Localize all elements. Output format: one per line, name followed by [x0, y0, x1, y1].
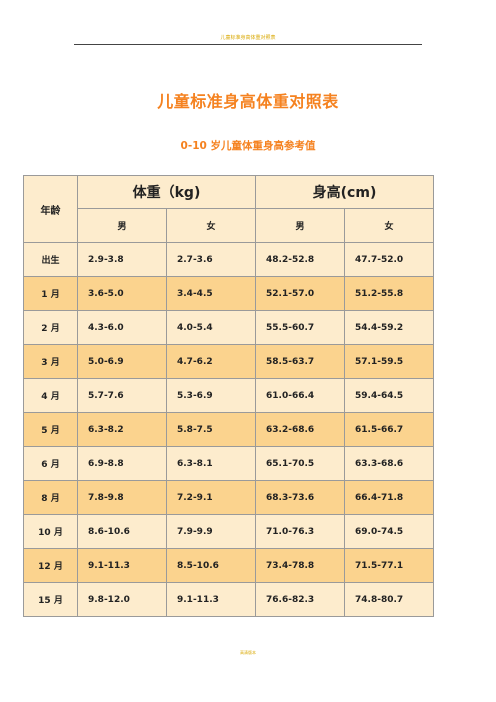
height-female-header: 女: [344, 208, 434, 243]
height-female-cell: 74.8-80.7: [344, 582, 434, 617]
growth-reference-table: 年龄 体重（kg) 身高(cm) 男 女 男 女 出生 2.9-3.8 2.7-3.…: [23, 175, 434, 617]
height-male-cell: 61.0-66.4: [255, 378, 345, 413]
weight-female-cell: 5.3-6.9: [166, 378, 256, 413]
weight-male-cell: 5.7-7.6: [77, 378, 167, 413]
weight-male-cell: 4.3-6.0: [77, 310, 167, 345]
page-title: 儿童标准身高体重对照表: [157, 92, 339, 111]
table-row: 6 月 6.9-8.8 6.3-8.1 65.1-70.5 63.3-68.6: [23, 446, 434, 481]
weight-male-cell: 9.1-11.3: [77, 548, 167, 583]
height-male-cell: 71.0-76.3: [255, 514, 345, 549]
height-female-cell: 66.4-71.8: [344, 480, 434, 515]
height-female-cell: 57.1-59.5: [344, 344, 434, 379]
table-subheader-row: 男 女 男 女: [24, 208, 434, 243]
weight-male-cell: 6.3-8.2: [77, 412, 167, 447]
row-age-cell: 2 月: [23, 310, 78, 345]
table-row: 2 月 4.3-6.0 4.0-5.4 55.5-60.7 54.4-59.2: [23, 310, 434, 345]
height-male-cell: 76.6-82.3: [255, 582, 345, 617]
weight-female-cell: 4.0-5.4: [166, 310, 256, 345]
row-age-cell: 8 月: [23, 480, 78, 515]
weight-female-cell: 9.1-11.3: [166, 582, 256, 617]
weight-male-header: 男: [77, 208, 167, 243]
table-row: 5 月 6.3-8.2 5.8-7.5 63.2-68.6 61.5-66.7: [23, 412, 434, 447]
weight-male-cell: 7.8-9.8: [77, 480, 167, 515]
height-female-cell: 59.4-64.5: [344, 378, 434, 413]
row-age-cell: 出生: [23, 242, 78, 277]
height-female-cell: 71.5-77.1: [344, 548, 434, 583]
height-male-cell: 58.5-63.7: [255, 344, 345, 379]
weight-male-cell: 8.6-10.6: [77, 514, 167, 549]
weight-female-cell: 7.2-9.1: [166, 480, 256, 515]
weight-male-cell: 5.0-6.9: [77, 344, 167, 379]
table-row: 1 月 3.6-5.0 3.4-4.5 52.1-57.0 51.2-55.8: [23, 276, 434, 311]
weight-male-cell: 3.6-5.0: [77, 276, 167, 311]
weight-female-cell: 3.4-4.5: [166, 276, 256, 311]
height-male-cell: 52.1-57.0: [255, 276, 345, 311]
height-male-cell: 48.2-52.8: [255, 242, 345, 277]
table-row: 10 月 8.6-10.6 7.9-9.9 71.0-76.3 69.0-74.5: [23, 514, 434, 549]
height-column-header: 身高(cm): [255, 175, 434, 209]
row-age-cell: 12 月: [23, 548, 78, 583]
page-subtitle: 0-10 岁儿童体重身高参考值: [180, 140, 316, 152]
row-age-cell: 15 月: [23, 582, 78, 617]
height-male-cell: 68.3-73.6: [255, 480, 345, 515]
row-age-cell: 5 月: [23, 412, 78, 447]
height-male-cell: 63.2-68.6: [255, 412, 345, 447]
table-row: 15 月 9.8-12.0 9.1-11.3 76.6-82.3 74.8-80.7: [23, 582, 434, 617]
height-male-cell: 65.1-70.5: [255, 446, 345, 481]
header-rule: [74, 44, 422, 45]
weight-female-cell: 5.8-7.5: [166, 412, 256, 447]
weight-female-cell: 6.3-8.1: [166, 446, 256, 481]
height-male-cell: 73.4-78.8: [255, 548, 345, 583]
weight-column-header: 体重（kg): [77, 175, 256, 209]
age-column-header: 年龄: [23, 175, 78, 243]
weight-female-cell: 7.9-9.9: [166, 514, 256, 549]
running-footer: 高清版本: [240, 650, 256, 655]
height-male-header: 男: [255, 208, 345, 243]
weight-male-cell: 6.9-8.8: [77, 446, 167, 481]
row-age-cell: 1 月: [23, 276, 78, 311]
weight-female-cell: 2.7-3.6: [166, 242, 256, 277]
table-row: 12 月 9.1-11.3 8.5-10.6 73.4-78.8 71.5-77.1: [23, 548, 434, 583]
table-header-row: 年龄 体重（kg) 身高(cm): [23, 175, 434, 243]
row-age-cell: 4 月: [23, 378, 78, 413]
height-female-cell: 63.3-68.6: [344, 446, 434, 481]
weight-female-header: 女: [166, 208, 256, 243]
row-age-cell: 6 月: [23, 446, 78, 481]
height-female-cell: 61.5-66.7: [344, 412, 434, 447]
height-female-cell: 69.0-74.5: [344, 514, 434, 549]
table-row: 4 月 5.7-7.6 5.3-6.9 61.0-66.4 59.4-64.5: [23, 378, 434, 413]
height-female-cell: 47.7-52.0: [344, 242, 434, 277]
weight-male-cell: 2.9-3.8: [77, 242, 167, 277]
table-row: 8 月 7.8-9.8 7.2-9.1 68.3-73.6 66.4-71.8: [23, 480, 434, 515]
height-female-cell: 51.2-55.8: [344, 276, 434, 311]
weight-female-cell: 4.7-6.2: [166, 344, 256, 379]
weight-male-cell: 9.8-12.0: [77, 582, 167, 617]
height-female-cell: 54.4-59.2: [344, 310, 434, 345]
row-age-cell: 3 月: [23, 344, 78, 379]
running-header: 儿童标准身高体重对照表: [220, 35, 276, 41]
height-male-cell: 55.5-60.7: [255, 310, 345, 345]
table-row: 3 月 5.0-6.9 4.7-6.2 58.5-63.7 57.1-59.5: [23, 344, 434, 379]
table-row: 出生 2.9-3.8 2.7-3.6 48.2-52.8 47.7-52.0: [23, 242, 434, 277]
row-age-cell: 10 月: [23, 514, 78, 549]
weight-female-cell: 8.5-10.6: [166, 548, 256, 583]
